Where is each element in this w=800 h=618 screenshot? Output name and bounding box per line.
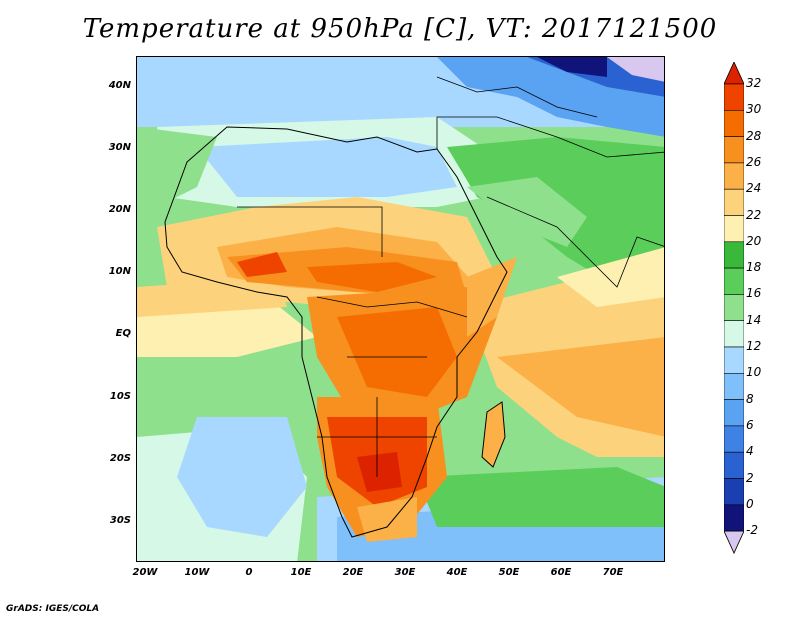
lon-label-10w: 10W [184, 567, 210, 578]
lon-label-10e: 10E [290, 567, 312, 578]
colorbar-swatch [723, 399, 745, 427]
lon-label-40e: 40E [446, 567, 468, 578]
colorbar-top-arrow [723, 61, 745, 85]
colorbar-swatch [723, 215, 745, 243]
colorbar-swatch [723, 504, 745, 532]
colorbar-label: -2 [746, 523, 758, 538]
colorbar-bottom-arrow [723, 530, 745, 555]
colorbar-label: 32 [746, 76, 762, 90]
lat-label-20s: 20S [109, 453, 131, 464]
lat-label-20n: 20N [108, 204, 131, 215]
colorbar-label: 26 [746, 154, 762, 169]
lat-label-10s: 10S [109, 391, 131, 402]
colorbar-swatch [723, 451, 745, 479]
colorbar-label: 4 [746, 444, 754, 459]
temperature-field [137, 57, 664, 561]
colorbar-swatch [723, 294, 745, 321]
colorbar-swatch [723, 478, 745, 506]
colorbar-swatch [723, 188, 745, 216]
colorbar-label: 24 [746, 181, 762, 196]
lat-label-40n: 40N [108, 80, 131, 91]
colorbar-swatch [723, 267, 745, 295]
colorbar-swatch [723, 109, 745, 137]
colorbar-swatch [723, 320, 745, 348]
colorbar-swatch [723, 136, 745, 164]
colorbar-swatch [723, 372, 745, 400]
lon-label-20e: 20E [342, 567, 364, 578]
colorbar-label: 6 [746, 417, 754, 432]
colorbar-label: 28 [746, 128, 762, 143]
colorbar-label: 18 [746, 260, 762, 275]
grads-credit: GrADS: IGES/COLA [6, 604, 100, 614]
map-panel [136, 56, 665, 562]
lon-label-20w: 20W [132, 567, 158, 578]
colorbar-swatch [723, 162, 745, 190]
map-title: Temperature at 950hPa [C], VT: 201712150… [82, 14, 718, 44]
colorbar-swatches [723, 61, 745, 555]
lon-label-30e: 30E [394, 567, 416, 578]
colorbar-swatch [723, 83, 745, 111]
colorbar-label: 2 [746, 470, 754, 485]
temperature-colorbar [723, 61, 745, 562]
africa-coastline [164, 126, 508, 538]
colorbar-label: 22 [746, 207, 762, 222]
colorbar-label: 30 [746, 102, 762, 117]
colorbar-label: 8 [746, 391, 754, 406]
colorbar-label: 12 [746, 339, 762, 353]
lon-label-50e: 50E [498, 567, 520, 578]
colorbar-label: 20 [746, 233, 762, 248]
colorbar-label: 16 [746, 286, 762, 301]
colorbar-label: 14 [746, 312, 762, 327]
colorbar-swatch [723, 241, 745, 269]
colorbar-swatch [723, 346, 745, 374]
lon-label-60e: 60E [550, 567, 572, 578]
lon-label-0: 0 [245, 567, 253, 578]
lon-label-70e: 70E [602, 567, 624, 578]
colorbar-label: 0 [746, 496, 754, 511]
lat-label-30n: 30N [108, 142, 131, 153]
colorbar-swatch [723, 425, 745, 453]
colorbar-label: 10 [746, 365, 762, 380]
lat-label-30s: 30S [109, 515, 131, 526]
lat-label-10n: 10N [108, 266, 131, 277]
lat-label-eq: EQ [115, 328, 131, 339]
